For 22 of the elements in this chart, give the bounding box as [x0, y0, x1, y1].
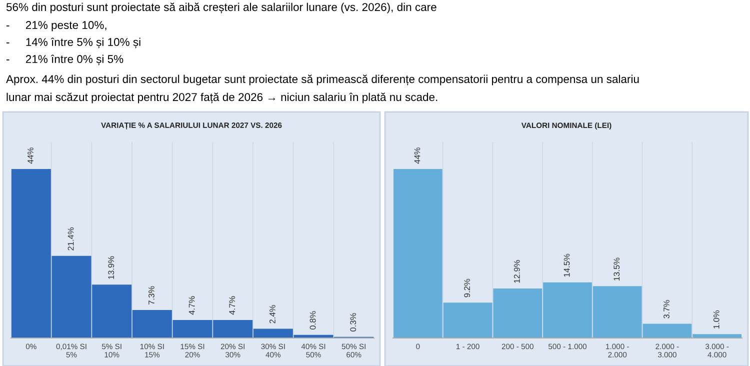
text: - 21% peste 10%,: [6, 21, 106, 32]
data-label: 3.7%: [664, 300, 670, 318]
data-label: 44%: [28, 148, 34, 164]
data-label: 14.5%: [564, 254, 570, 277]
data-label: 21.4%: [68, 227, 74, 250]
data-label: 44%: [414, 148, 420, 164]
data-label: 0.8%: [310, 311, 316, 330]
data-label: 0.3%: [350, 313, 356, 332]
data-label: 2.4%: [270, 305, 276, 324]
data-label: 7.3%: [148, 286, 154, 304]
data-label: 1.0%: [713, 310, 720, 328]
text: lunar mai scăzut proiectat pentru 2027 față de 2026 → niciun salariu în plată nu scade.: [6, 92, 438, 104]
data-label: 12.9%: [514, 260, 520, 283]
text: Aprox. 44% din posturi din sectorul bugetar sunt proiectate să primească diferențe compensatorii pentru a compensa un salariu: [6, 74, 639, 86]
data-label: 9.2%: [464, 278, 470, 298]
text: - 21% între 0% și 5%: [6, 54, 124, 66]
data-label: 4.7%: [188, 296, 195, 315]
text: - 14% între 5% și 10% și: [6, 38, 140, 48]
data-label: 4.7%: [229, 296, 236, 315]
text: 56% din posturi sunt proiectate să aibă creșteri ale salariilor lunare (vs. 2026), din care: [6, 2, 436, 14]
data-label: 13.9%: [108, 256, 114, 279]
data-label: 13.5%: [614, 258, 620, 280]
